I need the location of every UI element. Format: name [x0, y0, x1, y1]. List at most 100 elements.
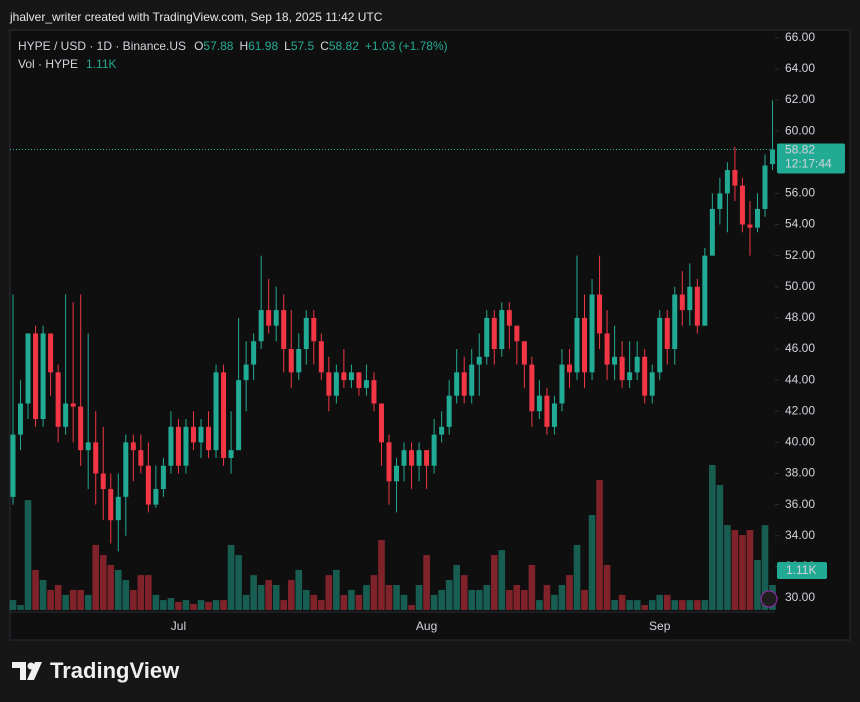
volume-bar: [506, 589, 513, 610]
x-tick-label: Sep: [649, 619, 671, 633]
candle-body: [228, 450, 234, 458]
volume-bar: [69, 589, 77, 610]
candle-body: [461, 372, 467, 396]
candle-body: [514, 325, 520, 342]
candle-body: [747, 224, 753, 228]
y-tick-label: 40.00: [785, 435, 815, 449]
volume-bar: [167, 598, 175, 610]
volume-bar: [197, 600, 205, 610]
volume-name: Vol · HYPE: [18, 57, 79, 71]
volume-bar: [468, 589, 476, 610]
candle-body: [431, 434, 437, 466]
volume-bar: [709, 465, 716, 610]
candle-body: [529, 364, 535, 412]
legend: HYPE / USD · 1D · Binance.US O 57.88 H 61.…: [18, 39, 448, 53]
candle-body: [551, 403, 557, 427]
candle-body: [754, 208, 760, 228]
volume-bar: [521, 589, 528, 610]
volume-bar: [678, 600, 686, 610]
candle-body: [108, 489, 114, 521]
volume-bar: [325, 575, 333, 610]
volume-bar: [686, 600, 694, 610]
candle-body: [63, 403, 69, 427]
y-tick-label: 62.00: [785, 92, 815, 106]
volume-bar: [302, 589, 310, 610]
chart-frame: [9, 29, 851, 641]
volume-bar: [272, 585, 280, 610]
volume-bar: [47, 589, 54, 610]
volume-value: 1.11K: [86, 57, 117, 71]
volume-bar: [17, 605, 24, 610]
volume-bar: [32, 569, 39, 610]
volume-bar: [130, 589, 137, 610]
candle-body: [521, 341, 527, 365]
volume-bar: [333, 569, 340, 610]
volume-bar: [739, 535, 746, 610]
volume-bar: [212, 600, 220, 610]
volume-bar: [543, 585, 551, 610]
y-tick-label: 54.00: [785, 217, 815, 231]
candle-body: [409, 450, 415, 466]
volume-bar: [107, 564, 115, 610]
candle-body: [33, 333, 39, 420]
volume-bar: [99, 555, 107, 610]
candle-body: [40, 333, 46, 420]
y-tick-label: 56.00: [785, 186, 815, 200]
y-tick-label: 44.00: [785, 372, 815, 386]
low-value: 57.5: [290, 39, 315, 53]
volume-bar: [663, 594, 671, 610]
candle-body: [18, 403, 24, 435]
candle-body: [454, 372, 460, 396]
volume-bar: [445, 580, 453, 610]
y-tick-label: 30.00: [785, 590, 815, 604]
candle-body: [236, 380, 242, 451]
candle-body: [559, 364, 565, 404]
volume-bar: [92, 544, 100, 610]
candle-body: [687, 286, 693, 311]
candle-body: [544, 395, 550, 427]
volume-bar: [490, 555, 498, 610]
y-tick-label: 46.00: [785, 341, 815, 355]
y-tick-label: 42.00: [785, 403, 815, 417]
volume-bar: [475, 589, 483, 610]
volume-bar: [355, 594, 363, 610]
volume-bar: [513, 585, 521, 610]
volume-bar: [190, 603, 197, 610]
candle-body: [672, 294, 678, 350]
volume-bar: [716, 485, 724, 610]
candle-body: [627, 372, 633, 381]
candle-body: [679, 294, 685, 311]
candle-body: [394, 465, 400, 482]
volume-bar: [528, 564, 536, 610]
volume-bar: [400, 594, 408, 610]
close-key: C: [320, 39, 329, 53]
volume-bar: [671, 600, 679, 610]
candle-body: [702, 255, 708, 326]
volume-bar: [430, 594, 438, 610]
brand: TradingView: [50, 658, 180, 683]
volume-legend: Vol · HYPE 1.11K: [18, 57, 117, 71]
candle-body: [153, 489, 159, 505]
candle-body: [770, 149, 776, 165]
volume-bar: [633, 600, 641, 610]
candle-body: [273, 310, 279, 326]
volume-bar: [731, 530, 739, 610]
candle-body: [145, 465, 151, 505]
candle-body: [597, 294, 603, 334]
candle-body: [446, 395, 452, 427]
symbol: HYPE / USD · 1D · Binance.US: [18, 39, 187, 53]
volume-bar: [227, 544, 235, 610]
candle-body: [93, 442, 99, 474]
volume-bar: [603, 564, 611, 610]
candle-body: [213, 372, 219, 451]
header: jhalver_writer created with TradingView.…: [10, 10, 383, 24]
volume-bar: [363, 585, 370, 610]
volume-bar: [453, 564, 460, 610]
candle-body: [469, 364, 475, 396]
candle-body: [25, 333, 31, 404]
candle-body: [499, 310, 505, 350]
volume-bar: [393, 585, 400, 610]
candle-body: [160, 465, 166, 490]
volume-bar: [536, 600, 543, 610]
candle-body: [491, 317, 497, 350]
